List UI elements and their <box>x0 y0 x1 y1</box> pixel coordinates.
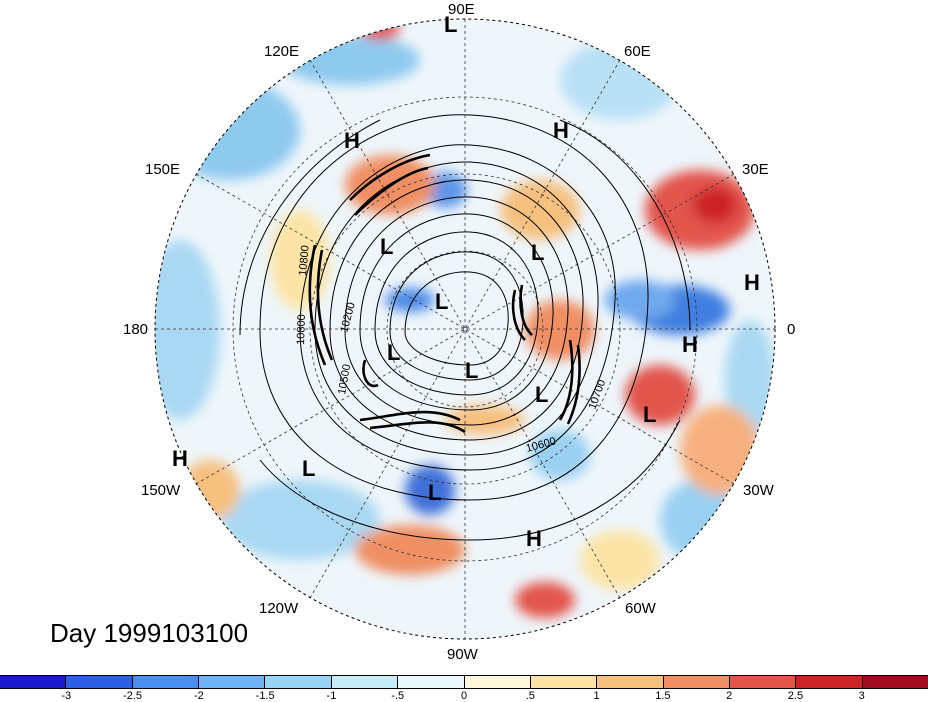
contour-label: 10800 <box>295 314 308 345</box>
colorbar-segment <box>663 676 730 688</box>
colorbar-segment <box>331 676 399 688</box>
pressure-center-high: H <box>553 118 569 143</box>
colorbar-segment <box>862 676 928 688</box>
contour-labels: 10800 10200 10800 10500 10600 10700 <box>295 245 608 455</box>
pressure-center-high: H <box>744 270 760 295</box>
colorbar-segment <box>530 676 598 688</box>
pressure-center-low: L <box>380 234 393 259</box>
colorbar-segment <box>796 676 863 688</box>
colorbar <box>0 675 928 689</box>
colorbar-segment <box>199 676 266 688</box>
colorbar-tick-label: 2 <box>726 690 733 702</box>
colorbar-tick-label: -1 <box>326 690 337 702</box>
lon-label-0: 0 <box>787 321 795 338</box>
pressure-center-low: L <box>302 456 315 481</box>
lon-label-30e: 30E <box>742 161 769 178</box>
lon-label-60e: 60E <box>624 43 651 60</box>
colorbar-segment <box>265 676 332 688</box>
colorbar-labels: -3 -2.5 -2 -1.5 -1 -.5 0 .5 1 1.5 2 2.5 3 <box>0 690 928 702</box>
pressure-center-high: H <box>172 446 188 471</box>
lon-label-90w: 90W <box>447 646 479 663</box>
contour-label: 10800 <box>297 245 312 277</box>
colorbar-tick-label: .5 <box>525 690 535 702</box>
longitude-labels: 90E 120E 60E 150E 30E 180 0 150W 30W 120… <box>123 1 795 663</box>
jet-contours <box>308 153 581 434</box>
lon-label-120e: 120E <box>264 43 299 60</box>
lon-label-120w: 120W <box>259 600 299 617</box>
pressure-center-high: H <box>526 526 542 551</box>
colorbar-tick-label: -1.5 <box>255 690 275 702</box>
date-title: Day 1999103100 <box>50 618 249 648</box>
colorbar-segment <box>597 676 664 688</box>
pressure-center-high: H <box>344 128 360 153</box>
pressure-center-low: L <box>387 340 400 365</box>
colorbar-tick-label: -3 <box>61 690 72 702</box>
lon-label-150w: 150W <box>141 482 181 499</box>
colorbar-segment <box>66 676 133 688</box>
colorbar-segment <box>464 676 531 688</box>
lon-label-60w: 60W <box>625 600 657 617</box>
pressure-center-low: L <box>444 12 457 37</box>
pressure-center-low: L <box>428 480 441 505</box>
graticule <box>155 19 775 639</box>
pressure-center-low: L <box>535 382 548 407</box>
anomaly-field <box>155 19 775 639</box>
colorbar-segment <box>398 676 465 688</box>
pressure-center-low: L <box>465 358 478 383</box>
lon-label-180: 180 <box>123 321 148 338</box>
colorbar-tick-label: -2.5 <box>123 690 143 702</box>
colorbar-tick-label: 1.5 <box>655 690 671 702</box>
pressure-center-low: L <box>643 402 656 427</box>
contour-label: 10500 <box>336 363 353 395</box>
pressure-center-high: H <box>682 332 698 357</box>
pressure-center-low: L <box>531 240 544 265</box>
map-boundary <box>154 18 776 640</box>
colorbar-tick-label: 0 <box>460 690 468 702</box>
colorbar-tick-label: -2 <box>193 690 204 702</box>
colorbar-tick-label: 1 <box>593 690 600 702</box>
colorbar-tick-label: 2.5 <box>787 690 804 702</box>
colorbar-segment <box>729 676 797 688</box>
colorbar-tick-label: 3 <box>858 690 865 702</box>
colorbar-segment <box>0 676 67 688</box>
colorbar-segment <box>132 676 200 688</box>
pressure-centers: L H H L L L H L L H L L H L L H <box>172 12 760 551</box>
lon-label-30w: 30W <box>743 482 775 499</box>
lon-label-90e: 90E <box>448 1 475 18</box>
height-contours <box>239 114 691 541</box>
lon-label-150e: 150E <box>145 161 180 178</box>
pressure-center-low: L <box>435 289 448 314</box>
colorbar-tick-label: -.5 <box>391 690 405 702</box>
